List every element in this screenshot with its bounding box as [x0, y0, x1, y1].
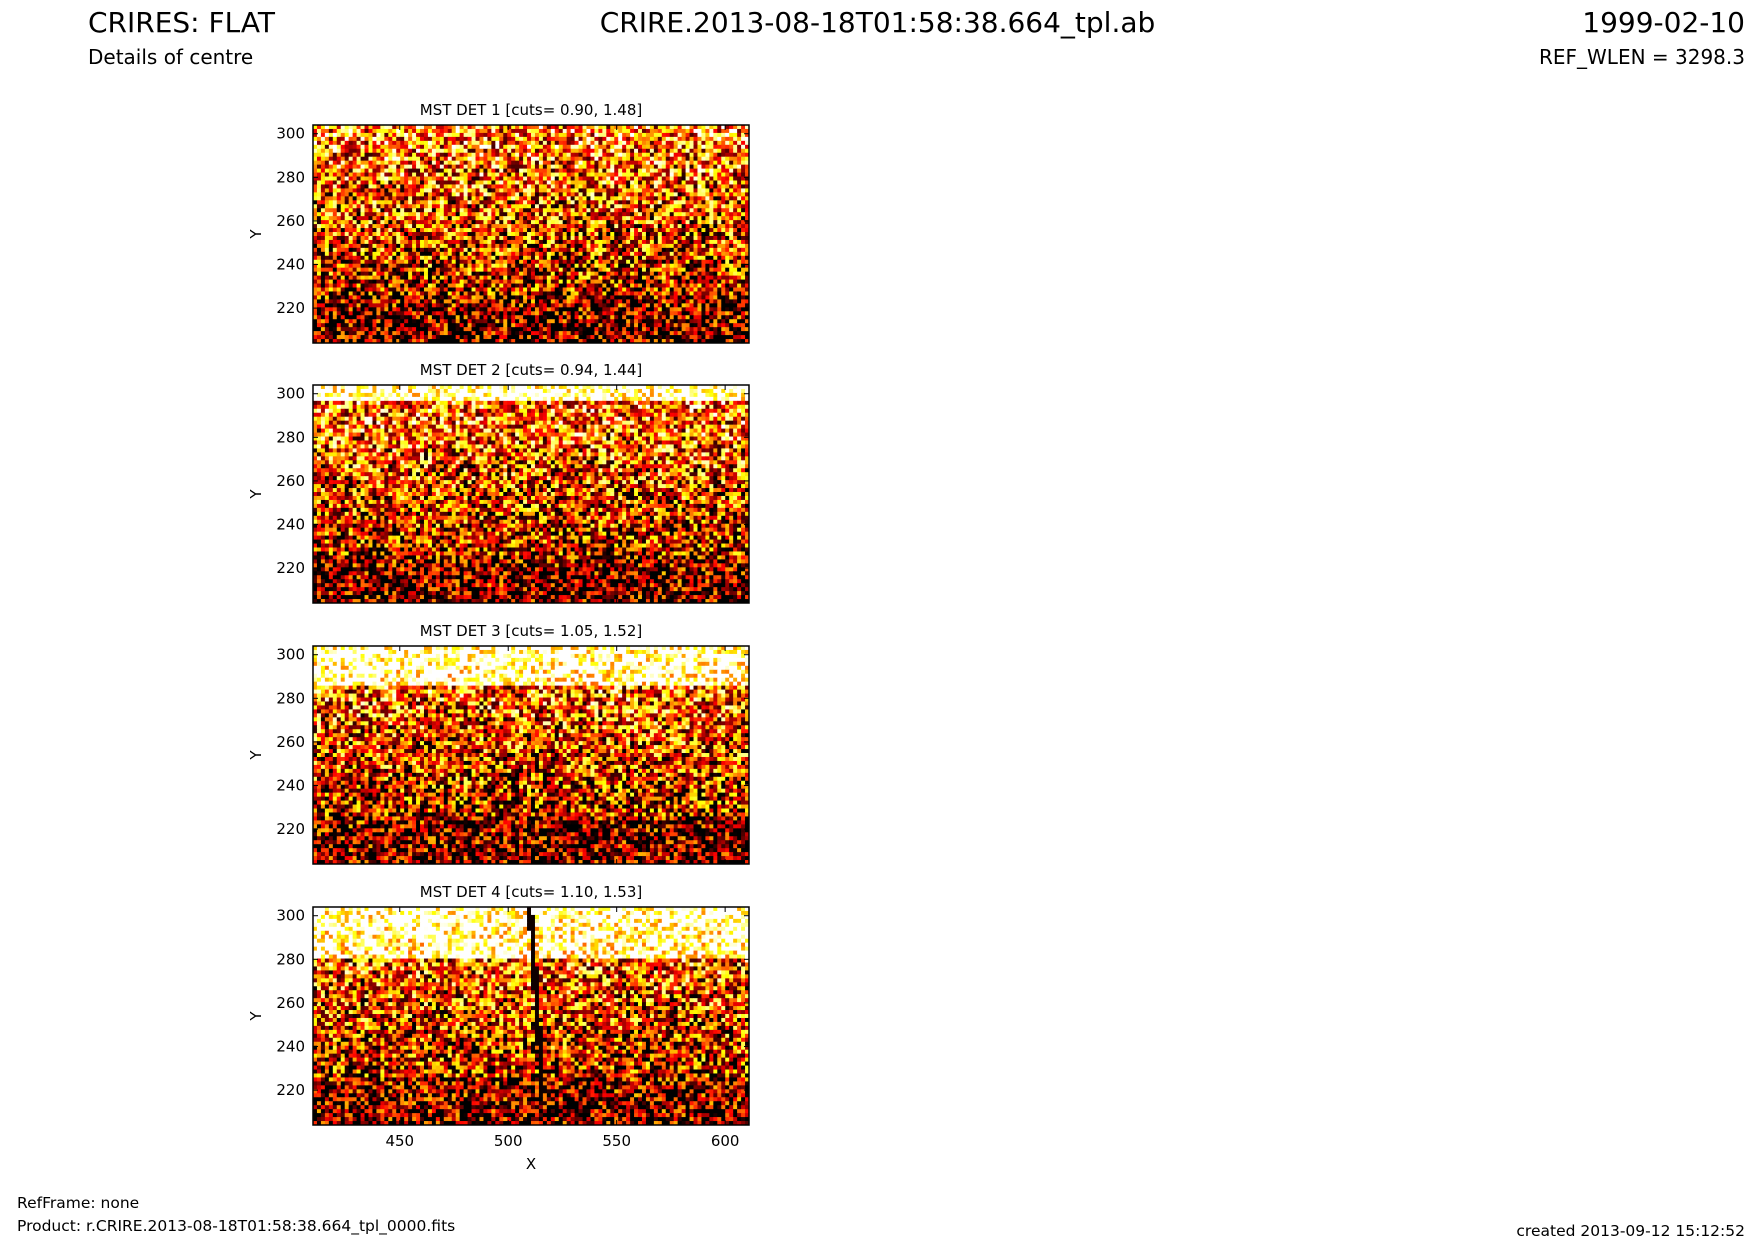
y-tick-label: 260 [276, 733, 305, 751]
x-axis-label: X [526, 1155, 536, 1173]
x-tick-label: 550 [602, 1132, 631, 1150]
y-tick-label: 300 [276, 385, 305, 403]
refframe-label: RefFrame: none [17, 1194, 139, 1212]
y-tick-label: 220 [276, 1081, 305, 1099]
y-tick-label: 220 [276, 559, 305, 577]
plot-title-1: MST DET 1 [cuts= 0.90, 1.48] [420, 101, 643, 119]
y-tick-label: 260 [276, 212, 305, 230]
y-axis-label: Y [247, 1011, 265, 1022]
heatmap-panel-3: MST DET 3 [cuts= 1.05, 1.52] 220 240 260 280… [247, 622, 749, 864]
heatmap-panel-1: MST DET 1 [cuts= 0.90, 1.48] 220 240 260 280… [247, 101, 749, 343]
y-tick-label: 300 [276, 646, 305, 664]
plot-title-3: MST DET 3 [cuts= 1.05, 1.52] [420, 622, 643, 640]
y-tick-label: 300 [276, 125, 305, 143]
heatmap-image-4 [313, 907, 749, 1125]
y-tick-label: 240 [276, 1038, 305, 1056]
product-label: Product: r.CRIRE.2013-08-18T01:58:38.664… [17, 1217, 455, 1235]
y-tick-label: 220 [276, 299, 305, 317]
plot-title-2: MST DET 2 [cuts= 0.94, 1.44] [420, 361, 643, 379]
y-tick-label: 280 [276, 950, 305, 968]
y-tick-label: 240 [276, 256, 305, 274]
y-tick-label: 300 [276, 907, 305, 925]
y-tick-label: 280 [276, 689, 305, 707]
x-tick-label: 600 [711, 1132, 740, 1150]
x-tick-label: 500 [494, 1132, 523, 1150]
heatmap-panel-2: MST DET 2 [cuts= 0.94, 1.44] 220 240 260 280… [247, 361, 749, 603]
y-tick-label: 240 [276, 516, 305, 534]
y-axis-label: Y [247, 489, 265, 500]
y-tick-label: 220 [276, 820, 305, 838]
created-label: created 2013-09-12 15:12:52 [1516, 1222, 1745, 1240]
y-axis-label: Y [247, 229, 265, 240]
y-tick-label: 240 [276, 777, 305, 795]
heatmap-image-1 [313, 125, 749, 343]
x-tick-label: 450 [385, 1132, 414, 1150]
y-tick-label: 280 [276, 168, 305, 186]
heatmap-panel-4: MST DET 4 [cuts= 1.10, 1.53] 220 240 260 280… [247, 883, 749, 1173]
y-tick-label: 260 [276, 994, 305, 1012]
heatmap-image-2 [313, 385, 749, 603]
y-axis-label: Y [247, 750, 265, 761]
plot-title-4: MST DET 4 [cuts= 1.10, 1.53] [420, 883, 643, 901]
y-tick-label: 260 [276, 472, 305, 490]
y-tick-label: 280 [276, 428, 305, 446]
heatmap-image-3 [313, 646, 749, 864]
